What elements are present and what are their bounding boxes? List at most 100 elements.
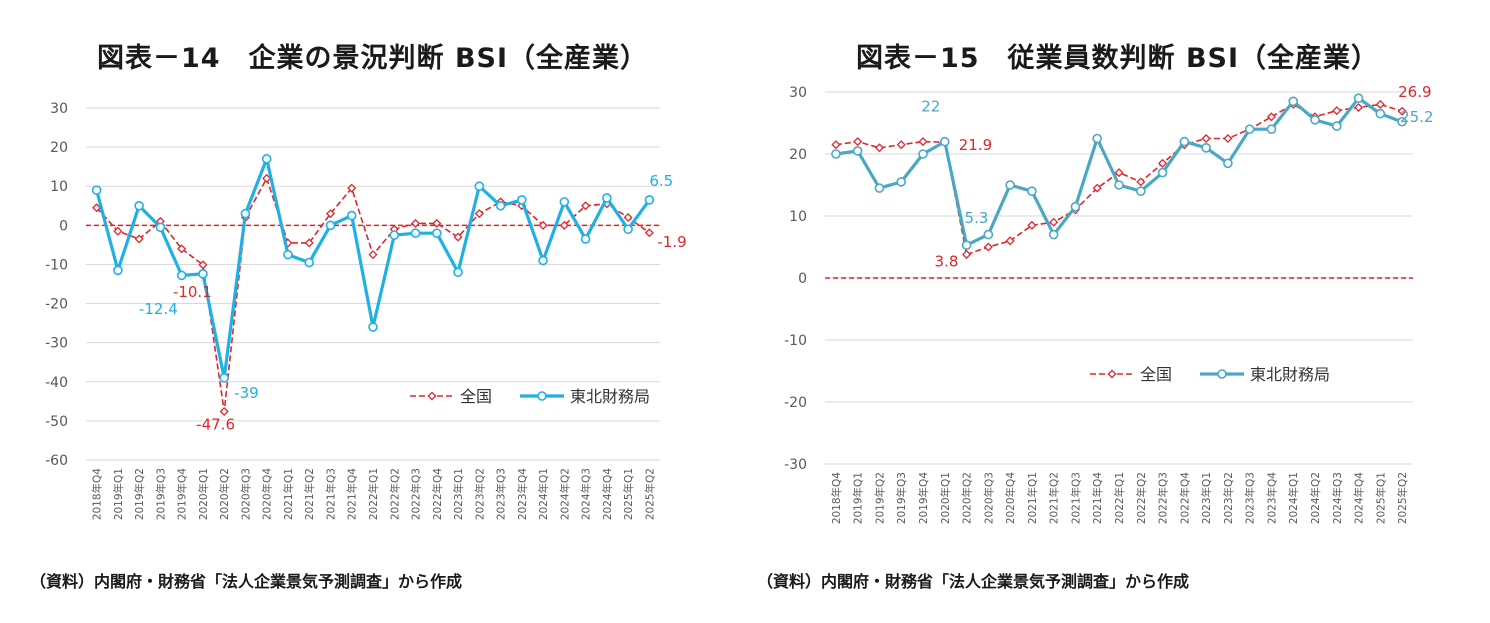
- data-point-tohoku: [283, 249, 293, 260]
- y-tick-label: 10: [789, 209, 807, 225]
- legend-label-national: 全国: [460, 387, 492, 406]
- data-label: 6.5: [649, 172, 673, 190]
- x-tick-label: 2019年Q1: [852, 472, 865, 524]
- line-chart-business-bsi: 30 20 10 0 -10 -20 -30 -40 -50 -60 2018年Q4 2019年Q1 2…: [45, 101, 687, 520]
- data-point-national: [1266, 112, 1276, 122]
- data-point-tohoku: [155, 222, 166, 233]
- x-tick-label: 2020年Q4: [1004, 472, 1017, 524]
- data-point-tohoku: [198, 269, 208, 279]
- x-tick-label: 2020年Q4: [261, 468, 274, 520]
- x-tick-label: 2020年Q1: [197, 468, 210, 520]
- data-point-national: [581, 201, 591, 211]
- data-point-national: [1223, 133, 1233, 144]
- data-point-national: [347, 183, 357, 193]
- data-point-national: [853, 137, 863, 147]
- data-point-national: [644, 228, 654, 238]
- x-tick-label: 2023年Q1: [1200, 472, 1213, 524]
- data-point-tohoku: [961, 240, 972, 250]
- data-point-tohoku: [1005, 180, 1015, 190]
- legend-label-tohoku: 東北財務局: [1250, 365, 1330, 384]
- y-tick-label: 20: [789, 147, 807, 163]
- y-tick-label: -50: [45, 414, 68, 430]
- data-point-tohoku: [91, 185, 102, 195]
- data-label: 25.2: [1400, 108, 1433, 126]
- data-point-national: [219, 406, 229, 417]
- x-tick-label: 2019年Q2: [133, 468, 146, 520]
- data-point-national: [177, 244, 187, 254]
- x-tick-label: 2021年Q1: [1026, 472, 1039, 524]
- data-point-tohoku: [1201, 143, 1211, 153]
- data-point-tohoku: [1244, 124, 1255, 134]
- data-point-tohoku: [304, 257, 315, 268]
- data-point-tohoku: [1157, 167, 1168, 178]
- x-tick-label: 2024年Q4: [601, 468, 614, 520]
- data-point-national: [113, 226, 123, 236]
- data-point-national: [198, 260, 208, 270]
- x-tick-label: 2020年Q3: [239, 468, 252, 520]
- x-tick-label: 2024年Q2: [558, 468, 571, 520]
- y-tick-label: -10: [45, 257, 68, 273]
- x-tick-label: 2022年Q4: [431, 468, 444, 520]
- x-tick-label: 2025年Q1: [1374, 472, 1387, 524]
- legend-label-national: 全国: [1140, 365, 1172, 384]
- data-point-tohoku: [538, 255, 548, 266]
- data-point-tohoku: [1397, 116, 1407, 127]
- data-point-national: [1049, 217, 1059, 227]
- data-point-tohoku: [1331, 121, 1342, 131]
- y-tick-label: 30: [50, 101, 68, 117]
- data-label: -1.9: [657, 233, 686, 251]
- data-point-tohoku: [1070, 201, 1081, 212]
- data-label: -10.1: [173, 283, 212, 301]
- data-point-national: [304, 238, 314, 248]
- y-tick-label: -30: [784, 457, 807, 473]
- x-tick-label: 2021年Q1: [282, 468, 295, 520]
- data-point-national: [1201, 133, 1211, 144]
- data-point-tohoku: [1266, 124, 1277, 134]
- series-line-tohoku: [95, 157, 651, 380]
- data-label: 22: [921, 98, 940, 116]
- data-point-national: [538, 220, 548, 230]
- x-tick-label: 2023年Q2: [473, 468, 486, 520]
- data-point-national: [962, 249, 972, 259]
- data-point-national: [559, 220, 569, 230]
- data-point-tohoku: [389, 230, 400, 240]
- data-label: -12.4: [139, 300, 178, 318]
- data-point-national: [831, 140, 841, 150]
- data-point-national: [1114, 168, 1124, 178]
- data-point-tohoku: [325, 220, 336, 231]
- data-point-tohoku: [1353, 93, 1364, 103]
- x-tick-label: 2019年Q4: [917, 472, 930, 524]
- legend-marker-tohoku: [537, 391, 547, 401]
- data-point-tohoku: [1310, 115, 1320, 125]
- y-tick-label: -30: [45, 336, 68, 352]
- legend-marker-national: [1107, 369, 1117, 379]
- data-point-tohoku: [219, 373, 229, 383]
- data-point-tohoku: [918, 149, 928, 159]
- data-point-tohoku: [1223, 158, 1233, 169]
- data-point-tohoku: [874, 183, 885, 193]
- x-tick-label: 2018年Q4: [830, 472, 843, 524]
- x-tick-label: 2023年Q4: [1265, 472, 1278, 524]
- x-tick-label: 2019年Q4: [176, 468, 189, 520]
- x-tick-label: 2019年Q3: [895, 472, 908, 524]
- x-tick-label: 2021年Q3: [1069, 472, 1082, 524]
- data-point-national: [1397, 106, 1407, 116]
- x-tick-label: 2023年Q3: [1244, 472, 1257, 524]
- data-point-tohoku: [559, 197, 570, 207]
- x-tick-label: 2025年Q1: [622, 468, 635, 520]
- data-point-tohoku: [602, 193, 612, 203]
- x-tick-label: 2024年Q1: [1287, 472, 1300, 524]
- data-point-tohoku: [368, 322, 378, 332]
- data-point-tohoku: [410, 228, 421, 238]
- data-point-national: [453, 232, 463, 242]
- x-tick-label: 2024年Q2: [1309, 472, 1322, 524]
- data-point-tohoku: [644, 195, 655, 205]
- x-tick-label: 2024年Q4: [1353, 472, 1366, 524]
- data-point-tohoku: [1092, 133, 1103, 144]
- data-point-tohoku: [1288, 96, 1299, 107]
- data-point-tohoku: [896, 177, 907, 187]
- x-tick-label: 2022年Q2: [1135, 472, 1148, 524]
- data-point-tohoku: [831, 149, 841, 159]
- y-tick-label: -20: [784, 395, 807, 411]
- x-tick-label: 2023年Q2: [1222, 472, 1235, 524]
